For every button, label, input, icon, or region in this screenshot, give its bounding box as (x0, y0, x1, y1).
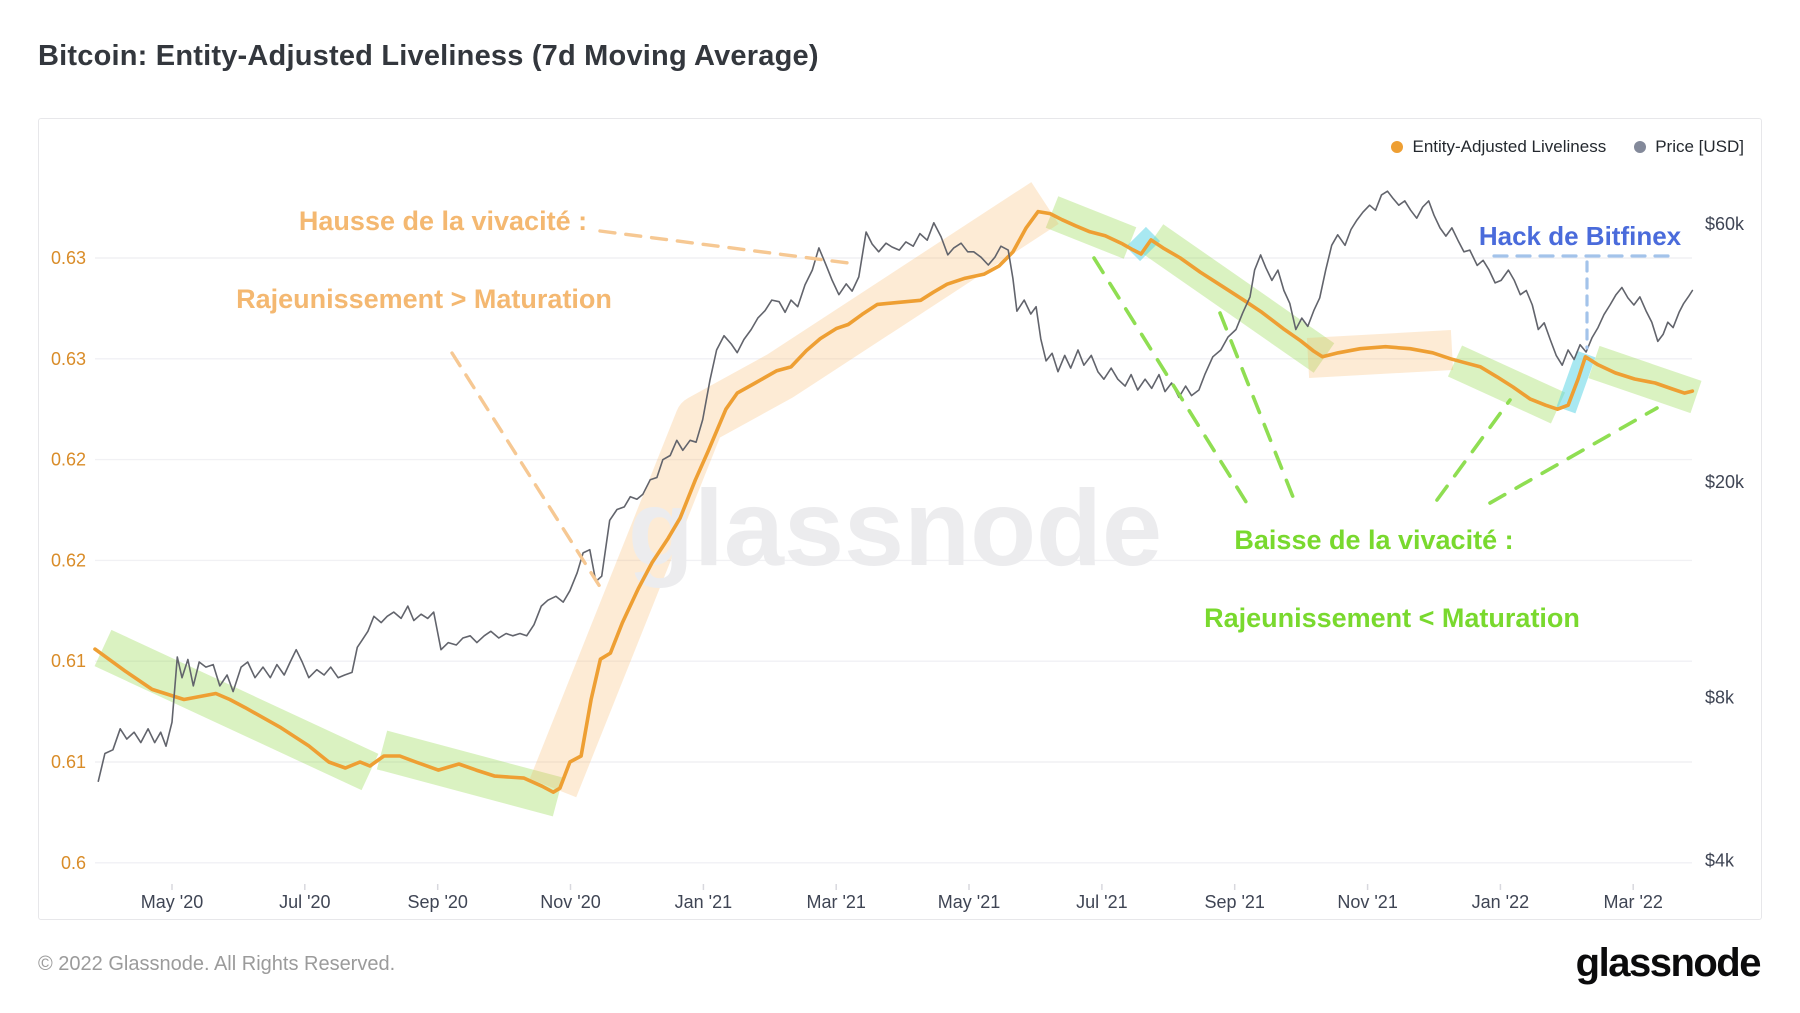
y-left-tick-label: 0.62 (51, 550, 86, 570)
x-tick-label: Nov '21 (1337, 892, 1397, 912)
chart-card (38, 118, 1762, 920)
x-tick-label: Mar '21 (806, 892, 865, 912)
annotation-dashed-line (1092, 256, 1250, 507)
annotation-baisse-line1: Baisse de la vivacité : (1234, 525, 1514, 555)
legend-label-liveliness: Entity-Adjusted Liveliness (1412, 137, 1607, 156)
glassnode-logo: glassnode (1575, 941, 1762, 985)
green-highlight-band (1045, 196, 1137, 259)
y-left-tick-label: 0.63 (51, 248, 86, 268)
y-left-tick-label: 0.62 (51, 450, 86, 470)
x-tick-label: Sep '20 (407, 892, 468, 912)
annotation-dashed-line (1218, 311, 1297, 504)
y-right-tick-label: $4k (1705, 850, 1735, 870)
legend-label-price: Price [USD] (1655, 137, 1744, 156)
y-left-tick-label: 0.61 (51, 651, 86, 671)
annotation-hausse-line1: Hausse de la vivacité : (298, 206, 588, 236)
green-highlight-band (376, 730, 564, 817)
annotation-dashed-line (598, 229, 858, 266)
page-title: Bitcoin: Entity-Adjusted Liveliness (7d … (38, 40, 819, 72)
y-right-tick-label: $20k (1705, 472, 1745, 492)
y-left-tick-label: 0.63 (51, 349, 86, 369)
y-right-tick-label: $8k (1705, 687, 1735, 707)
y-left-tick-label: 0.6 (61, 853, 86, 873)
footer-copyright: © 2022 Glassnode. All Rights Reserved. (38, 953, 396, 975)
legend-dot-price-icon (1634, 141, 1647, 153)
legend-item-price[interactable]: Price [USD] (1634, 137, 1744, 157)
annotation-dashed-line (1488, 406, 1659, 505)
legend-item-liveliness[interactable]: Entity-Adjusted Liveliness (1391, 137, 1606, 157)
x-tick-label: Jul '21 (1076, 892, 1127, 912)
annotation-hack-bitfinex: Hack de Bitfinex (1478, 221, 1682, 251)
x-tick-label: Jan '21 (675, 892, 732, 912)
y-left-tick-label: 0.61 (51, 752, 86, 772)
annotation-dashed-line (450, 351, 604, 592)
x-tick-label: May '20 (141, 892, 203, 912)
series-price (97, 190, 1694, 782)
annotation-baisse-line2: Rajeunissement < Maturation (1204, 603, 1580, 633)
x-tick-label: Jan '22 (1472, 892, 1529, 912)
x-tick-label: Mar '22 (1603, 892, 1662, 912)
annotation-dashed-line (1435, 398, 1512, 502)
x-tick-label: Nov '20 (540, 892, 600, 912)
legend-dot-liveliness-icon (1391, 141, 1404, 153)
y-right-tick-label: $60k (1705, 214, 1745, 234)
series-liveliness (93, 209, 1695, 794)
x-tick-label: Sep '21 (1204, 892, 1265, 912)
green-highlight-band (94, 629, 379, 791)
glassnode-watermark: glassnode (628, 467, 1162, 588)
peach-highlight-band (529, 182, 1059, 798)
chart-legend: Entity-Adjusted Liveliness Price [USD] (1391, 137, 1744, 157)
x-tick-label: Jul '20 (279, 892, 330, 912)
x-tick-label: May '21 (938, 892, 1000, 912)
annotation-hausse-line2: Rajeunissement > Maturation (236, 284, 612, 314)
